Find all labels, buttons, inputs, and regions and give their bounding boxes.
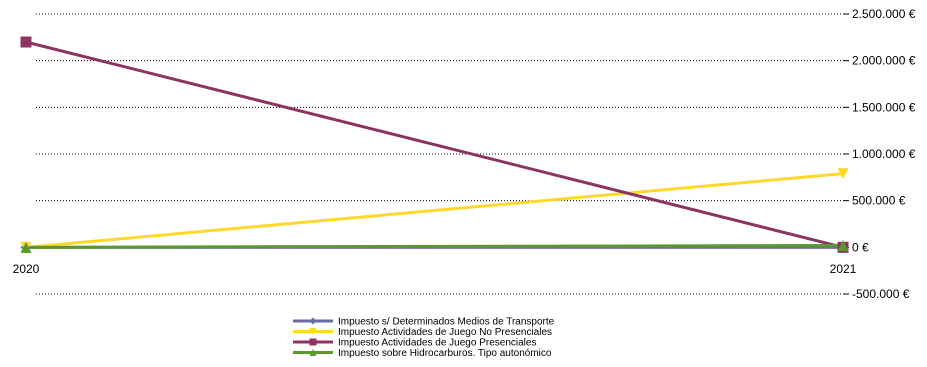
series-markers	[20, 36, 849, 253]
legend-label: Impuesto Actividades de Juego No Presenc…	[338, 327, 552, 338]
x-tick-label: 2020	[13, 262, 40, 276]
legend-label: Impuesto s/ Determinados Medios de Trans…	[338, 317, 555, 328]
legend-swatch-marker	[309, 328, 317, 335]
data-point-marker	[20, 241, 32, 253]
y-tick-label: 2.000.000 €	[852, 54, 916, 68]
y-tick-label: 500.000 €	[852, 194, 906, 208]
data-point-marker	[837, 239, 849, 251]
legend-swatch-marker	[309, 338, 317, 346]
data-point-marker	[20, 36, 32, 48]
series-lines	[25, 40, 844, 249]
data-point-marker	[837, 168, 849, 180]
legend-swatch-marker	[309, 317, 317, 325]
series-line	[25, 243, 844, 249]
x-axis-tick-labels: 2020 2021	[13, 262, 857, 276]
y-axis-tick-labels: 2.500.000 € 2.000.000 € 1.500.000 € 1.000.0…	[852, 7, 916, 301]
y-tick-label: -500.000 €	[852, 287, 910, 301]
y-tick-label: 1.500.000 €	[852, 100, 916, 114]
legend-label: Impuesto Actividades de Juego Presencial…	[338, 338, 536, 349]
series-line	[25, 172, 844, 249]
legend: Impuesto s/ Determinados Medios de Trans…	[293, 317, 555, 359]
x-tick-label: 2021	[830, 262, 857, 276]
y-tick-label: 0 €	[852, 240, 869, 254]
y-tick-label: 2.500.000 €	[852, 7, 916, 21]
y-tick-label: 1.000.000 €	[852, 147, 916, 161]
gridlines	[36, 13, 849, 295]
legend-swatch-marker	[309, 349, 317, 356]
legend-label: Impuesto sobre Hidrocarburos. Tipo auton…	[338, 348, 552, 359]
series-line	[25, 40, 844, 249]
